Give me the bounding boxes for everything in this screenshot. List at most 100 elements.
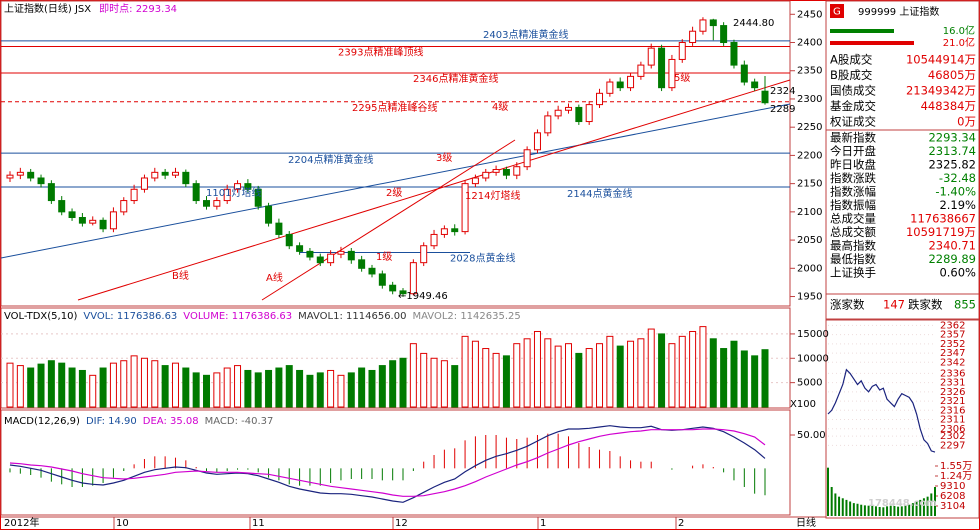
y-tick-label: 2302 — [940, 431, 965, 442]
volume-bar — [575, 352, 583, 408]
volume-bar — [554, 345, 562, 408]
candle-body — [37, 177, 45, 185]
row-label: 权证成交 — [830, 115, 876, 129]
volume-bar — [399, 357, 407, 408]
y-tick-label: 3104 — [940, 501, 965, 512]
volume-bar — [37, 363, 45, 408]
candle-body — [234, 183, 242, 190]
candle-body — [420, 245, 428, 264]
candle-body — [254, 188, 262, 207]
volume-bar — [316, 372, 324, 408]
y-tick-label: 2347 — [940, 348, 965, 359]
level-label: 2144点黄金线 — [567, 187, 632, 200]
candle-body — [513, 166, 521, 176]
volume-bar — [358, 367, 366, 408]
macd-line — [9, 428, 766, 497]
volume-bar — [740, 350, 748, 408]
period-label: 日线 — [796, 516, 816, 529]
realtime-price: 即时点: 2293.34 — [99, 3, 177, 15]
candle-body — [265, 205, 273, 224]
info-panel — [825, 0, 980, 320]
candle-body — [502, 169, 510, 176]
volume-bar — [244, 369, 252, 408]
volume-bar — [471, 340, 479, 408]
y-tick-label: 2297 — [940, 440, 965, 451]
volume-bar — [440, 360, 448, 408]
candle-body — [658, 47, 666, 89]
candle-body — [327, 253, 335, 264]
volume-bar — [689, 330, 697, 408]
y-tick-label: 2200 — [797, 150, 822, 161]
y-tick-label: 9310 — [940, 481, 965, 492]
volume-bar — [430, 357, 438, 408]
row-label: B股成交 — [830, 68, 873, 82]
candle-body — [47, 183, 55, 202]
candle-body — [389, 284, 397, 292]
volume-bar — [171, 362, 179, 408]
candle-body — [637, 64, 645, 77]
unit-label: X100 — [790, 399, 816, 410]
row-label: 指数涨幅 — [830, 185, 876, 199]
volume-bar — [68, 367, 76, 408]
annotation: 5级 — [674, 72, 690, 84]
trend-line — [0, 103, 791, 259]
y-tick-label: 2342 — [940, 357, 965, 368]
flow-bar — [830, 41, 914, 45]
candle-body — [616, 81, 624, 89]
volume-bar — [544, 338, 552, 408]
volume-bar — [627, 340, 635, 408]
volume-bar — [616, 345, 624, 408]
volume-bar — [223, 367, 231, 408]
row-label: 最高指数 — [830, 239, 876, 253]
candle-body — [709, 19, 717, 27]
candle-body — [430, 233, 438, 247]
level-label: 2295点精准峰谷线 — [352, 101, 437, 114]
annotation: 4级 — [492, 101, 508, 113]
volume-bar — [182, 367, 190, 408]
candle-body — [544, 115, 552, 134]
legend-item: VOLUME: 1176386.63 — [183, 311, 292, 322]
level-label: 2028点黄金线 — [450, 252, 515, 265]
level-label: 2204点精准黄金线 — [288, 153, 373, 166]
row-value: 2289.89 — [928, 252, 976, 266]
badge-box — [830, 4, 844, 18]
candle-body — [461, 183, 469, 233]
row-label: 上证换手 — [830, 266, 876, 280]
row-label: 国债成交 — [830, 84, 876, 98]
candle-body — [161, 171, 169, 176]
candle-body — [668, 58, 676, 89]
volume-bar — [254, 372, 262, 408]
candle-body — [585, 104, 593, 123]
x-tick-label: 2 — [678, 518, 684, 529]
volume-bar — [461, 335, 469, 408]
chart-title: 上证指数(日线) JSX — [4, 2, 91, 15]
candle-body — [740, 64, 748, 83]
volume-bar — [327, 369, 335, 408]
legend-item: MAVOL1: 1114656.00 — [298, 311, 406, 322]
candle-body — [275, 222, 283, 235]
candle-body — [523, 149, 531, 168]
y-tick-label: 2250 — [797, 122, 822, 133]
volume-bar — [192, 372, 200, 408]
legend-item: MAVOL2: 1142635.25 — [412, 311, 520, 322]
panel-title: 999999 上证指数 — [858, 5, 939, 18]
annotation: A线 — [266, 271, 283, 284]
candle-body — [689, 30, 697, 44]
volume-bar — [47, 360, 55, 408]
candle-body — [471, 177, 479, 185]
candle-body — [58, 200, 66, 213]
row-label: 最低指数 — [830, 252, 876, 266]
row-label: 跌家数 — [908, 298, 943, 312]
volume-bar — [761, 349, 769, 408]
volume-bar — [451, 365, 459, 408]
candle-body — [151, 171, 159, 179]
row-value: 21349342万 — [906, 84, 976, 98]
candle-body — [554, 109, 562, 117]
volume-bar — [709, 338, 717, 408]
candle-body — [213, 200, 221, 207]
candle-body — [27, 171, 35, 179]
y-tick-label: 2362 — [940, 320, 965, 331]
volume-bar — [720, 348, 728, 408]
volume-bar — [16, 365, 24, 408]
trend-line — [261, 139, 516, 301]
